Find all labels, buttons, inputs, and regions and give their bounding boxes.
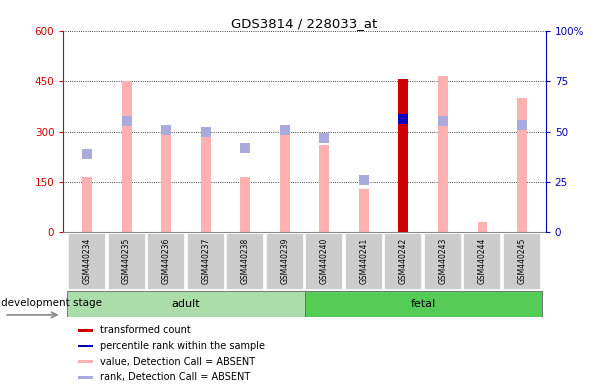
Text: GSM440234: GSM440234 (83, 238, 92, 284)
Text: rank, Detection Call = ABSENT: rank, Detection Call = ABSENT (100, 372, 250, 382)
Text: GSM440242: GSM440242 (399, 238, 408, 284)
Bar (464, 233, 502, 290)
Text: adult: adult (172, 299, 200, 309)
Bar (78, 329, 93, 331)
Bar (320, 145, 329, 232)
Bar (517, 98, 527, 232)
Text: transformed count: transformed count (100, 325, 191, 335)
Bar (438, 76, 448, 232)
Text: development stage: development stage (1, 298, 102, 308)
Bar (399, 79, 408, 232)
Bar (187, 233, 225, 290)
Bar (478, 222, 487, 232)
Text: GSM440235: GSM440235 (122, 238, 131, 284)
Bar (384, 233, 422, 290)
Bar (82, 177, 92, 232)
Text: percentile rank within the sample: percentile rank within the sample (100, 341, 265, 351)
Text: GSM440244: GSM440244 (478, 238, 487, 284)
Text: fetal: fetal (411, 299, 436, 309)
Bar (345, 233, 383, 290)
Bar (305, 291, 541, 317)
Bar (424, 233, 462, 290)
Bar (305, 233, 343, 290)
Text: GSM440236: GSM440236 (162, 238, 171, 284)
Bar (503, 233, 541, 290)
Text: GSM440239: GSM440239 (280, 238, 289, 284)
Bar (78, 345, 93, 347)
Text: GSM440240: GSM440240 (320, 238, 329, 284)
Text: GSM440243: GSM440243 (438, 238, 447, 284)
Text: GSM440245: GSM440245 (517, 238, 526, 284)
Bar (240, 177, 250, 232)
Bar (68, 291, 305, 317)
Bar (161, 130, 171, 232)
Bar (201, 131, 210, 232)
Text: GSM440237: GSM440237 (201, 238, 210, 284)
Bar (122, 81, 131, 232)
Bar (266, 233, 304, 290)
Title: GDS3814 / 228033_at: GDS3814 / 228033_at (232, 17, 377, 30)
Text: value, Detection Call = ABSENT: value, Detection Call = ABSENT (100, 357, 255, 367)
Bar (280, 126, 289, 232)
Bar (68, 233, 106, 290)
Bar (107, 233, 145, 290)
Bar (147, 233, 185, 290)
Bar (78, 360, 93, 363)
Text: GSM440241: GSM440241 (359, 238, 368, 284)
Bar (359, 189, 369, 232)
Bar (226, 233, 264, 290)
Bar (78, 376, 93, 379)
Text: GSM440238: GSM440238 (241, 238, 250, 284)
